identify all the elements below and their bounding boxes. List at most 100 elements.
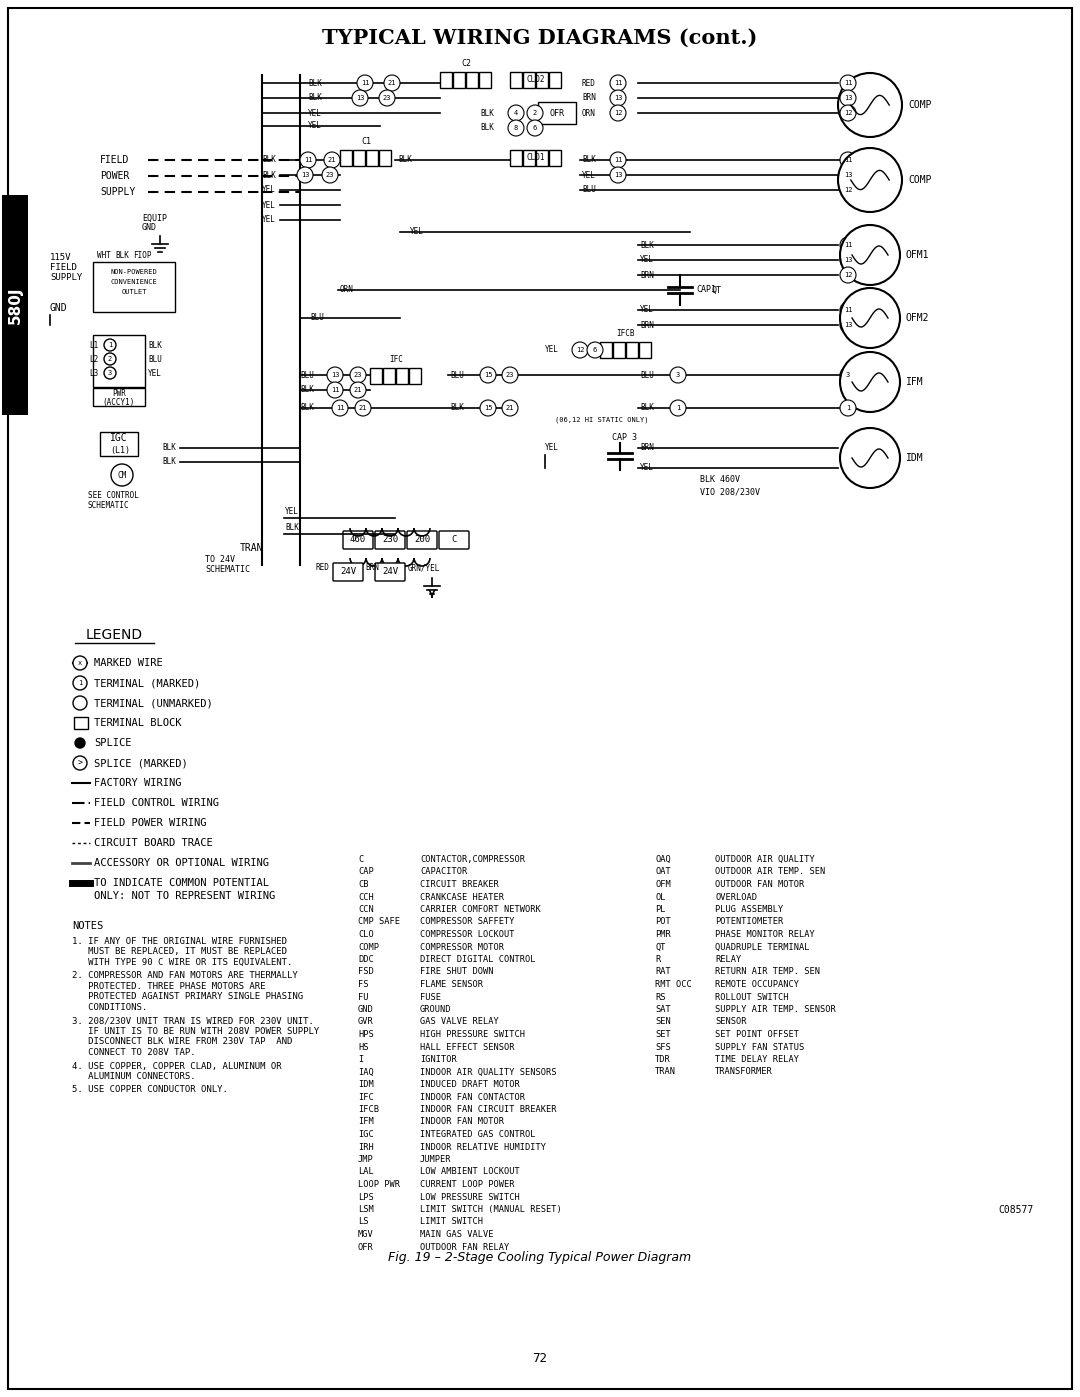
Text: INDOOR AIR QUALITY SENSORS: INDOOR AIR QUALITY SENSORS xyxy=(420,1067,556,1077)
Text: BLK: BLK xyxy=(162,457,176,467)
Text: LIMIT SWITCH: LIMIT SWITCH xyxy=(420,1218,483,1227)
FancyBboxPatch shape xyxy=(375,563,405,581)
Text: 11: 11 xyxy=(843,156,852,163)
Bar xyxy=(549,73,561,88)
Text: REMOTE OCCUPANCY: REMOTE OCCUPANCY xyxy=(715,981,799,989)
Text: SPLICE: SPLICE xyxy=(94,738,132,747)
Circle shape xyxy=(300,152,316,168)
Text: FS: FS xyxy=(357,981,368,989)
Text: 13: 13 xyxy=(843,172,852,177)
Circle shape xyxy=(73,676,87,690)
Text: ACCESSORY OR OPTIONAL WIRING: ACCESSORY OR OPTIONAL WIRING xyxy=(94,858,269,868)
Circle shape xyxy=(324,152,340,168)
Text: 15: 15 xyxy=(484,372,492,379)
Text: 21: 21 xyxy=(359,405,367,411)
Text: CIRCUIT BREAKER: CIRCUIT BREAKER xyxy=(420,880,499,888)
Text: RMT OCC: RMT OCC xyxy=(654,981,692,989)
Text: LOW AMBIENT LOCKOUT: LOW AMBIENT LOCKOUT xyxy=(420,1168,519,1176)
Text: 11: 11 xyxy=(843,307,852,313)
Circle shape xyxy=(502,400,518,416)
Text: YEL: YEL xyxy=(148,369,162,377)
Text: 24V: 24V xyxy=(340,567,356,577)
Text: GND: GND xyxy=(357,1004,374,1014)
Text: 23: 23 xyxy=(326,172,334,177)
Circle shape xyxy=(322,168,338,183)
Circle shape xyxy=(840,225,900,285)
Circle shape xyxy=(840,302,856,319)
Text: CCN: CCN xyxy=(357,905,374,914)
Circle shape xyxy=(75,738,85,747)
Text: IGC: IGC xyxy=(357,1130,374,1139)
Bar xyxy=(353,149,365,166)
Text: CAP1: CAP1 xyxy=(696,285,716,295)
Text: COMPRESSOR MOTOR: COMPRESSOR MOTOR xyxy=(420,943,504,951)
Text: OFR: OFR xyxy=(357,1242,374,1252)
Text: QUADRUPLE TERMINAL: QUADRUPLE TERMINAL xyxy=(715,943,810,951)
Circle shape xyxy=(327,367,343,383)
Text: C: C xyxy=(357,855,363,863)
Text: x: x xyxy=(78,659,82,666)
Text: SCHEMATIC: SCHEMATIC xyxy=(87,500,130,510)
FancyBboxPatch shape xyxy=(375,531,405,549)
Text: 115V: 115V xyxy=(50,253,71,263)
Circle shape xyxy=(610,105,626,122)
Text: TERMINAL BLOCK: TERMINAL BLOCK xyxy=(94,718,181,728)
Text: BLU: BLU xyxy=(148,355,162,363)
Text: ONLY: NOT TO REPRESENT WIRING: ONLY: NOT TO REPRESENT WIRING xyxy=(94,891,275,901)
Text: SET: SET xyxy=(654,1030,671,1039)
Text: 11: 11 xyxy=(336,405,345,411)
Text: (06,12 HI STATIC ONLY): (06,12 HI STATIC ONLY) xyxy=(555,416,648,423)
Text: IFM: IFM xyxy=(906,377,923,387)
Text: OL: OL xyxy=(654,893,665,901)
Circle shape xyxy=(350,367,366,383)
Bar xyxy=(396,367,408,384)
Text: MGV: MGV xyxy=(357,1229,374,1239)
Circle shape xyxy=(104,353,116,365)
Text: POTENTIOMETER: POTENTIOMETER xyxy=(715,918,783,926)
Text: CAPACITOR: CAPACITOR xyxy=(420,868,468,876)
Text: CLO: CLO xyxy=(357,930,374,939)
Text: EQUIP: EQUIP xyxy=(141,214,167,222)
Text: SUPPLY: SUPPLY xyxy=(100,187,135,197)
Text: LPS: LPS xyxy=(357,1193,374,1201)
Text: SUPPLY FAN STATUS: SUPPLY FAN STATUS xyxy=(715,1042,805,1052)
Text: YEL: YEL xyxy=(262,201,275,210)
Bar xyxy=(480,73,491,88)
Text: 580J: 580J xyxy=(8,286,23,324)
Text: BRN: BRN xyxy=(640,271,653,279)
Bar xyxy=(536,73,548,88)
Text: POWER: POWER xyxy=(100,170,130,182)
Text: CURRENT LOOP POWER: CURRENT LOOP POWER xyxy=(420,1180,514,1189)
Text: QT: QT xyxy=(712,285,723,295)
Bar xyxy=(549,149,561,166)
Text: 15: 15 xyxy=(484,405,492,411)
Text: OFM: OFM xyxy=(654,880,671,888)
Text: 1. IF ANY OF THE ORIGINAL WIRE FURNISHED
   MUST BE REPLACED, IT MUST BE REPLACE: 1. IF ANY OF THE ORIGINAL WIRE FURNISHED… xyxy=(72,937,293,967)
FancyBboxPatch shape xyxy=(333,563,363,581)
Text: YEL: YEL xyxy=(308,122,322,130)
Text: 11: 11 xyxy=(843,242,852,249)
Bar xyxy=(536,149,548,166)
Text: CM: CM xyxy=(118,471,126,479)
Text: L3: L3 xyxy=(89,369,98,377)
Text: FIOP: FIOP xyxy=(133,251,151,260)
Bar xyxy=(626,342,638,358)
Text: CARRIER COMFORT NETWORK: CARRIER COMFORT NETWORK xyxy=(420,905,541,914)
Circle shape xyxy=(840,251,856,268)
Bar xyxy=(75,717,87,729)
Text: RED: RED xyxy=(582,78,596,88)
Text: RAT: RAT xyxy=(654,968,671,977)
Circle shape xyxy=(840,152,856,168)
Text: 4. USE COPPER, COPPER CLAD, ALUMINUM OR
   ALUMINUM CONNECTORS.: 4. USE COPPER, COPPER CLAD, ALUMINUM OR … xyxy=(72,1062,282,1081)
Text: BLK: BLK xyxy=(308,78,322,88)
Circle shape xyxy=(73,696,87,710)
Text: MARKED WIRE: MARKED WIRE xyxy=(94,658,163,668)
Text: 12: 12 xyxy=(576,346,584,353)
Text: INDOOR FAN CIRCUIT BREAKER: INDOOR FAN CIRCUIT BREAKER xyxy=(420,1105,556,1113)
FancyBboxPatch shape xyxy=(343,531,373,549)
Text: LAL: LAL xyxy=(357,1168,374,1176)
Text: PMR: PMR xyxy=(654,930,671,939)
Text: SAT: SAT xyxy=(654,1004,671,1014)
Circle shape xyxy=(840,168,856,183)
Text: BLU: BLU xyxy=(310,313,324,323)
